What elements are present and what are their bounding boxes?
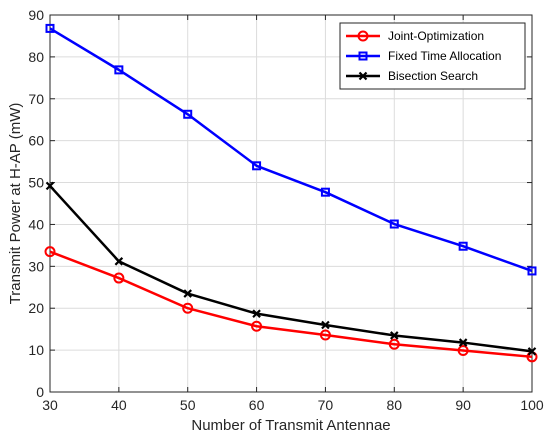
data-point (319, 329, 331, 341)
data-point (321, 320, 330, 330)
legend-label: Fixed Time Allocation (388, 49, 501, 63)
y-tick-label: 30 (28, 258, 44, 274)
series-layer (44, 23, 538, 363)
legend-item: Bisection Search (346, 69, 478, 83)
y-tick-label: 60 (28, 133, 44, 149)
x-tick-label: 80 (386, 397, 402, 413)
data-point (458, 338, 468, 347)
data-point (527, 347, 537, 356)
data-point (320, 187, 330, 197)
data-point (183, 289, 192, 298)
legend-item: Joint-Optimization (346, 29, 484, 43)
plot-frame (49, 14, 533, 393)
legend-marker (357, 30, 369, 42)
series-fixed-time-allocation (45, 23, 537, 276)
data-point (252, 309, 261, 318)
x-axis-label: Number of Transmit Antennae (191, 417, 390, 434)
x-tick-label: 70 (318, 397, 334, 413)
data-point (527, 266, 537, 276)
legend: Joint-Optimization Fixed Time Allocation B… (339, 22, 526, 90)
legend-label: Bisection Search (388, 69, 478, 83)
data-point (251, 320, 263, 332)
legend-label: Joint-Optimization (388, 29, 484, 43)
data-point (114, 65, 124, 75)
data-point (389, 219, 399, 229)
y-tick-label: 90 (28, 7, 44, 23)
y-tick-label: 50 (28, 175, 44, 191)
data-point (44, 246, 56, 258)
data-point (457, 345, 469, 357)
y-axis-label: Transmit Power at H-AP (mW) (7, 103, 24, 305)
data-point (458, 241, 468, 251)
y-tick-label: 20 (28, 300, 44, 316)
data-point (113, 272, 125, 284)
y-tick-label: 10 (28, 342, 44, 358)
legend-item: Fixed Time Allocation (346, 49, 501, 63)
data-point (182, 302, 194, 314)
series-line (49, 27, 533, 273)
axis-ticks: 30 40 50 60 70 80 90 100 0 10 20 30 40 50 60 70 80 90 (28, 7, 543, 413)
data-point (45, 23, 55, 33)
x-tick-label: 100 (520, 397, 544, 413)
data-point (388, 338, 400, 350)
legend-marker (358, 71, 368, 81)
data-point (183, 109, 193, 119)
series-bisection-search (45, 181, 537, 356)
x-tick-label: 40 (111, 397, 127, 413)
x-tick-label: 60 (249, 397, 265, 413)
x-tick-label: 50 (180, 397, 196, 413)
series-line (49, 185, 533, 353)
data-point (390, 331, 399, 340)
data-point (114, 257, 124, 266)
x-tick-label: 90 (455, 397, 471, 413)
data-point (252, 161, 262, 171)
y-tick-label: 80 (28, 49, 44, 65)
x-tick-label: 30 (42, 397, 58, 413)
data-point (45, 181, 55, 191)
series-line (49, 250, 533, 359)
y-tick-label: 0 (36, 384, 44, 400)
y-tick-label: 40 (28, 216, 44, 232)
y-tick-label: 70 (28, 91, 44, 107)
legend-marker (358, 51, 368, 61)
